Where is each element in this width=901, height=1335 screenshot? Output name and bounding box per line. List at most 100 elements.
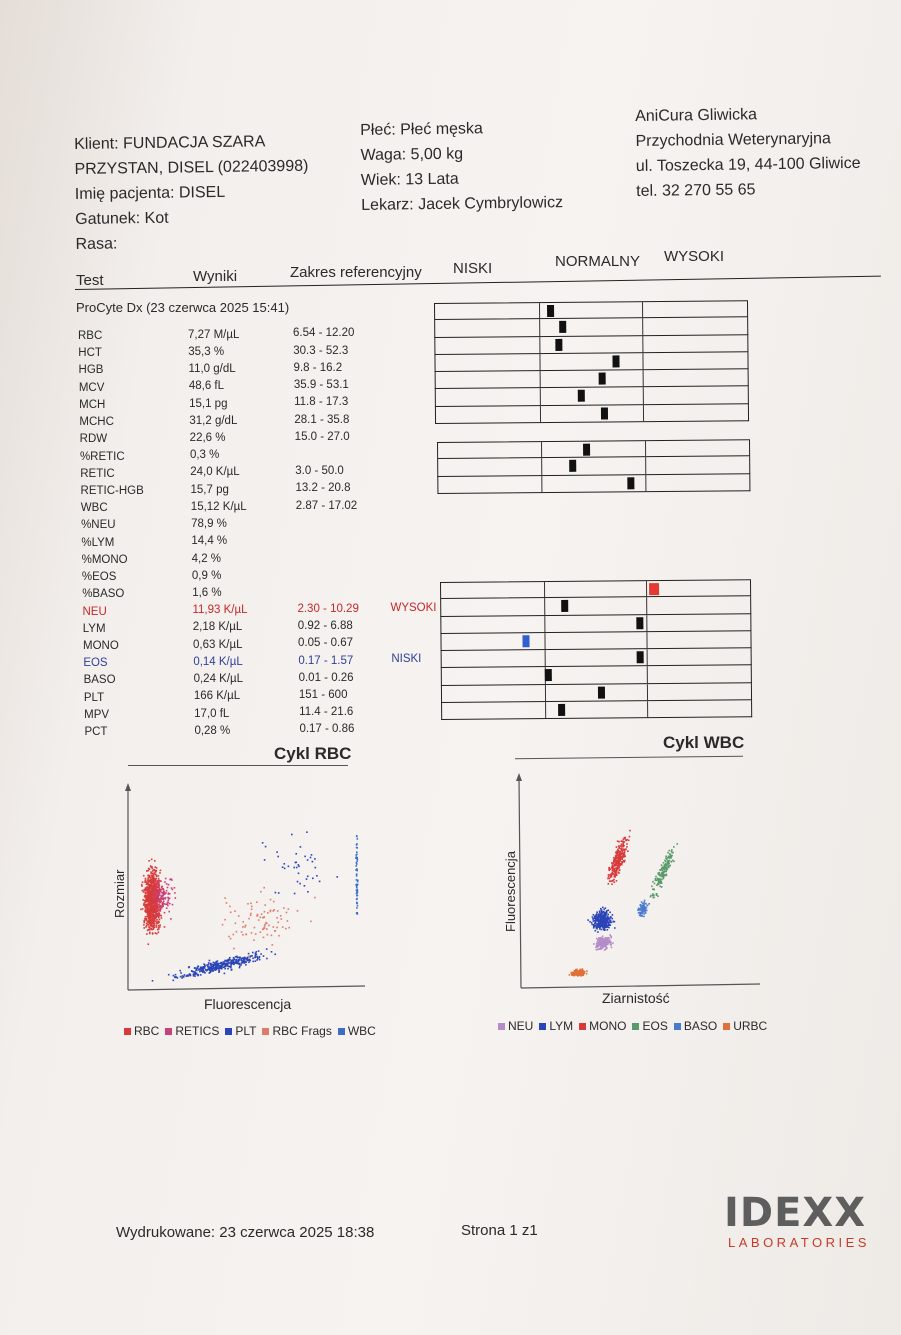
scatter-dot: [160, 886, 163, 888]
scatter-dot: [314, 858, 316, 860]
scatter-dot: [232, 963, 235, 966]
scatter-dot: [149, 894, 152, 897]
scatter-dot: [153, 923, 156, 925]
high-divider: [646, 649, 648, 666]
scatter-dot: [150, 881, 153, 883]
scatter-dot: [306, 875, 309, 878]
scatter-dot: [147, 867, 150, 870]
scatter-dot: [151, 880, 154, 883]
scatter-dot: [258, 955, 261, 958]
scatter-dot: [570, 971, 573, 974]
scatter-dot: [144, 877, 147, 880]
scatter-dot: [619, 863, 621, 866]
scatter-dot: [608, 869, 611, 872]
scatter-dot: [155, 867, 158, 869]
scatter-dot: [595, 919, 598, 921]
scatter-dot: [657, 895, 659, 897]
scatter-dot: [157, 901, 159, 903]
scatter-dot: [657, 872, 659, 874]
scatter-dot: [158, 892, 161, 894]
scatter-dot: [593, 917, 595, 920]
scatter-dot: [162, 905, 164, 907]
scatter-dot: [611, 872, 613, 875]
scatter-dot: [312, 877, 314, 880]
scatter-dot: [146, 908, 148, 911]
scatter-dot: [661, 875, 664, 878]
scatter-dot: [583, 971, 586, 973]
scatter-dot: [257, 919, 260, 921]
scatter-dot: [227, 959, 229, 962]
row-test-pct: PCT: [84, 726, 108, 739]
scatter-dot: [151, 900, 153, 902]
scatter-dot: [147, 879, 150, 882]
scatter-dot: [579, 969, 581, 971]
scatter-dot: [604, 942, 606, 945]
scatter-dot: [263, 910, 266, 913]
scatter-dot: [618, 847, 620, 849]
scatter-dot: [146, 888, 149, 891]
scatter-dot: [154, 888, 156, 890]
scatter-dot: [597, 919, 600, 922]
scatter-dot: [212, 965, 215, 968]
scatter-dot: [600, 918, 602, 921]
scatter-dot: [202, 970, 204, 973]
row-range: 9.8 - 16.2: [293, 361, 343, 374]
scatter-dot: [148, 919, 150, 922]
scatter-dot: [656, 879, 659, 881]
scatter-dot: [152, 884, 154, 887]
scatter-dot: [257, 950, 260, 952]
scatter-dot: [618, 872, 620, 874]
row-range: 2.30 - 10.29: [297, 602, 359, 615]
scatter-dot: [652, 893, 654, 895]
scatter-dot: [164, 881, 166, 883]
scatter-dot: [163, 893, 165, 896]
scatter-dot: [310, 920, 312, 923]
scatter-dot: [610, 916, 612, 919]
scatter-dot: [152, 901, 155, 903]
scatter-dot: [148, 914, 150, 917]
scatter-dot: [164, 892, 167, 894]
scatter-dot: [146, 929, 149, 932]
scatter-dot: [242, 926, 244, 928]
scatter-dot: [165, 889, 168, 892]
scatter-dot: [621, 861, 623, 863]
scatter-dot: [162, 898, 165, 900]
scatter-dot: [235, 930, 238, 933]
scatter-dot: [154, 932, 157, 934]
scatter-dot: [167, 973, 170, 976]
high-divider: [646, 614, 648, 632]
scatter-dot: [662, 874, 665, 877]
scatter-dot: [617, 862, 620, 865]
scatter-dot: [148, 926, 150, 928]
scatter-dot: [192, 970, 194, 973]
scatter-dot: [593, 943, 595, 945]
scatter-dot: [147, 906, 149, 909]
scatter-dot: [623, 851, 626, 854]
scatter-dot: [662, 867, 665, 869]
scatter-dot: [614, 927, 616, 929]
scatter-dot: [230, 959, 233, 962]
scatter-dot: [218, 967, 221, 969]
scatter-dot: [162, 902, 164, 904]
scatter-dot: [248, 917, 250, 920]
scatter-dot: [229, 961, 232, 964]
scatter-dot: [601, 926, 604, 928]
scatter-dot: [153, 926, 156, 929]
scatter-dot: [265, 922, 268, 925]
scatter-dot: [155, 890, 157, 893]
scatter-dot: [607, 875, 610, 878]
scatter-dot: [145, 899, 147, 902]
scatter-dot: [151, 915, 153, 917]
scatter-dot: [155, 926, 158, 928]
scatter-dot: [182, 975, 185, 978]
scatter-dot: [167, 898, 170, 900]
scatter-dot: [657, 881, 660, 883]
scatter-dot: [145, 918, 148, 921]
scatter-dot: [193, 971, 196, 974]
scatter-dot: [151, 932, 154, 934]
low-divider: [543, 598, 545, 615]
scatter-dot: [608, 939, 611, 941]
scatter-dot: [660, 878, 663, 881]
scatter-dot: [144, 881, 146, 883]
scatter-dot: [577, 973, 579, 975]
